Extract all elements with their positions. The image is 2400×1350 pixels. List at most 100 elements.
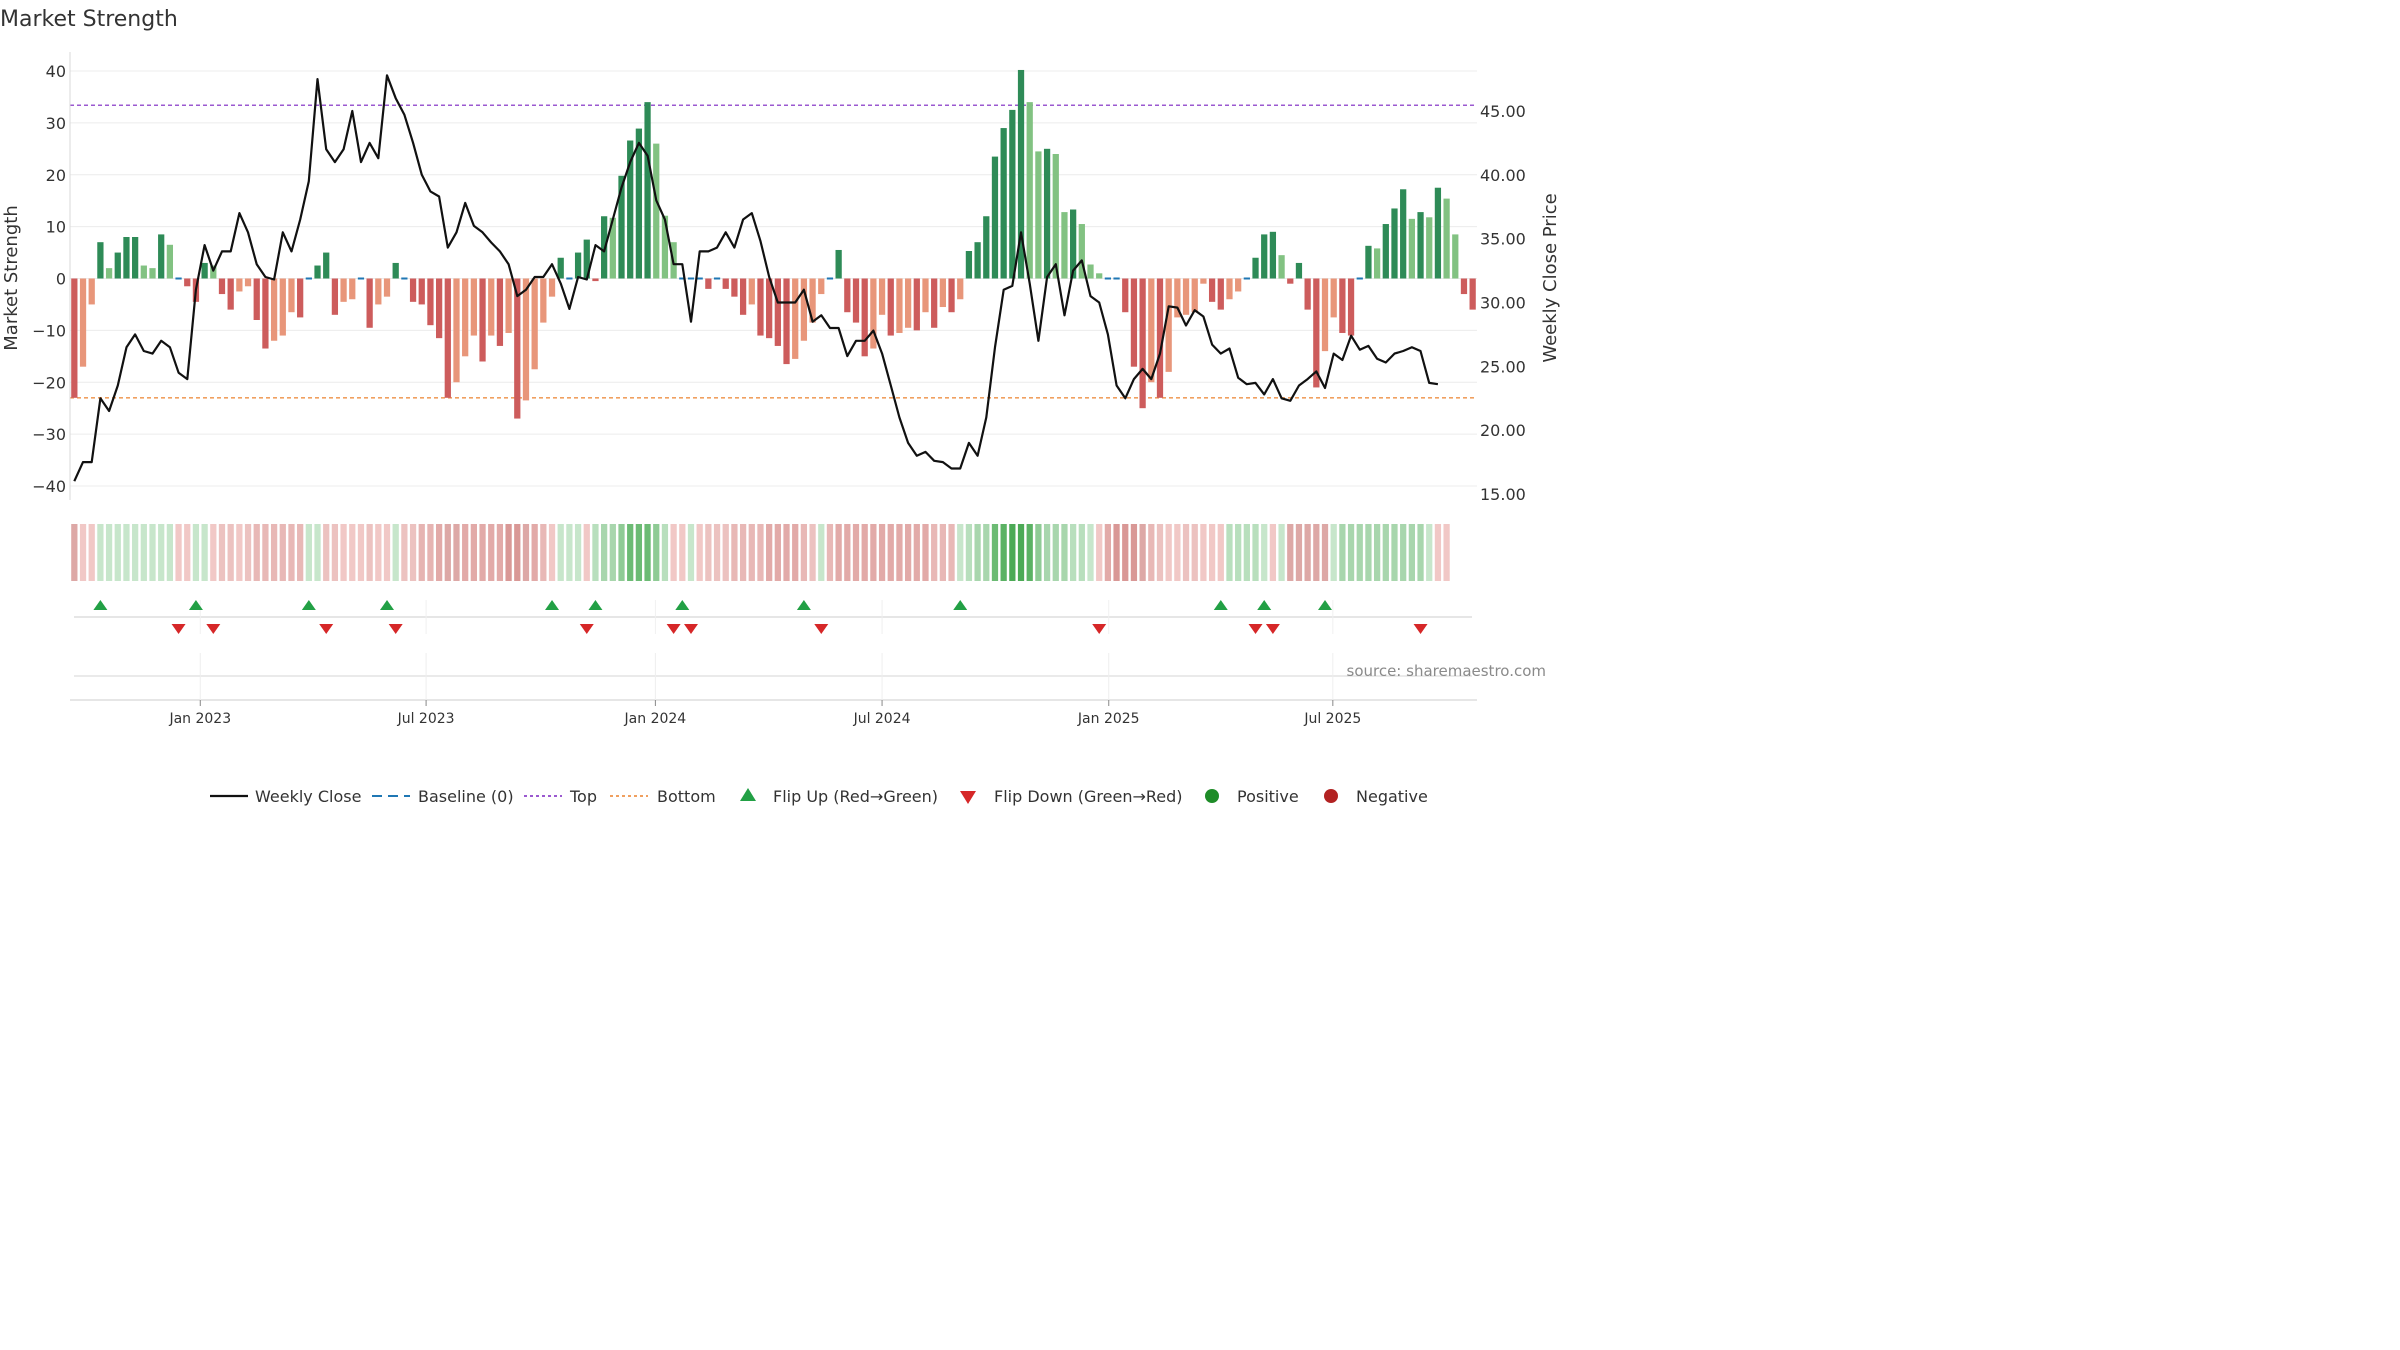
strength-bar: [783, 278, 790, 365]
regime-stripe: [1347, 524, 1355, 581]
flip-up-marker: [675, 600, 690, 610]
strength-bar: [991, 156, 999, 279]
date-axis-panel: Jan 2023 Jul 2023 Jan 2024 Jul 2024 Jan 2025…: [70, 653, 1477, 727]
regime-stripe: [1000, 524, 1007, 581]
regime-stripe: [1330, 524, 1337, 581]
regime-stripe: [1035, 524, 1042, 581]
strength-bar: [913, 278, 920, 331]
strength-bar: [262, 278, 269, 349]
strength-bar: [870, 278, 877, 349]
regime-stripe: [97, 524, 104, 581]
regime-stripe: [904, 524, 912, 581]
regime-stripe: [409, 524, 417, 581]
flip-down-marker: [1092, 624, 1107, 634]
regime-stripe: [783, 524, 790, 581]
flip-up-marker: [1318, 600, 1333, 610]
strength-bar: [270, 278, 278, 341]
market-strength-chart: Market Strength Market Strength Weekly C…: [0, 0, 1561, 878]
flip-down-marker: [579, 624, 594, 634]
regime-stripe: [1130, 524, 1138, 581]
regime-stripe: [1096, 524, 1103, 581]
regime-stripe: [79, 524, 87, 581]
strength-bar: [1235, 278, 1242, 292]
y-tick-label-right: 30.00: [1480, 294, 1526, 313]
regime-stripe: [470, 524, 477, 581]
strength-bar: [227, 278, 234, 310]
regime-stripe: [1087, 524, 1094, 581]
regime-stripe: [488, 524, 495, 581]
strength-bar: [132, 237, 139, 279]
regime-stripe: [548, 524, 556, 581]
regime-stripe: [1139, 524, 1146, 581]
strength-bar: [1122, 278, 1129, 313]
regime-stripe: [279, 524, 286, 581]
regime-stripe: [1313, 524, 1320, 581]
strength-bar: [71, 278, 78, 398]
regime-stripe: [1122, 524, 1129, 581]
regime-stripe: [861, 524, 868, 581]
strength-bar: [844, 278, 851, 313]
strength-bar: [705, 278, 712, 289]
regime-stripe: [939, 524, 946, 581]
regime-stripe: [757, 524, 764, 581]
chart-canvas: Market Strength Market Strength Weekly C…: [0, 7, 1561, 806]
strength-bar: [800, 278, 808, 341]
strength-bar: [644, 102, 651, 279]
strength-bar: [1070, 209, 1077, 279]
strength-bar: [592, 278, 599, 282]
strength-bar: [757, 278, 764, 336]
regime-stripe: [270, 524, 278, 581]
legend-label: Top: [569, 787, 597, 806]
strength-bar: [887, 278, 894, 336]
regime-stripe: [427, 524, 434, 581]
strength-bar: [974, 242, 981, 279]
regime-stripe: [696, 524, 703, 581]
regime-stripe: [991, 524, 999, 581]
y-tick-label-left: −10: [32, 321, 66, 340]
regime-stripe: [583, 524, 590, 581]
strength-bar: [201, 262, 208, 279]
strength-bar: [1000, 128, 1007, 279]
regime-stripe: [1373, 524, 1381, 581]
strength-bar: [184, 278, 191, 287]
flip-marker-panel: [74, 600, 1472, 634]
strength-bar: [852, 278, 860, 323]
flip-down-marker: [666, 624, 681, 634]
regime-stripe: [1382, 524, 1389, 581]
regime-stripe: [818, 524, 825, 581]
legend-swatch-flip-up: [740, 788, 756, 801]
flip-down-marker: [1413, 624, 1428, 634]
strength-bar: [1217, 278, 1224, 310]
strength-bar: [1426, 217, 1433, 279]
flip-up-marker: [93, 600, 108, 610]
strength-bar: [983, 216, 990, 279]
regime-stripe: [140, 524, 147, 581]
y-tick-label-right: 45.00: [1480, 102, 1526, 121]
regime-stripe: [1165, 524, 1172, 581]
strength-bar: [835, 249, 842, 279]
strength-bar: [349, 278, 356, 300]
strength-bar: [1347, 278, 1355, 336]
regime-stripe: [105, 524, 113, 581]
strength-bar: [496, 278, 504, 346]
regime-stripe: [331, 524, 339, 581]
strength-bar: [731, 278, 738, 297]
x-tick-label: Jan 2024: [624, 711, 687, 727]
strength-bar: [957, 278, 964, 300]
strength-bar: [114, 252, 121, 279]
strength-bar: [522, 278, 530, 401]
strength-bar: [531, 278, 538, 370]
flip-up-marker: [1257, 600, 1272, 610]
strength-bar: [1295, 262, 1303, 279]
regime-stripe: [1113, 524, 1120, 581]
regime-stripe: [878, 524, 886, 581]
flip-down-marker: [388, 624, 403, 634]
regime-stripe: [913, 524, 920, 581]
strength-bar: [748, 278, 755, 305]
regime-stripe: [1200, 524, 1207, 581]
strength-bar: [653, 143, 660, 279]
strength-bar: [297, 278, 304, 318]
regime-stripe: [687, 524, 695, 581]
regime-stripe: [531, 524, 538, 581]
strength-bar: [453, 278, 460, 383]
